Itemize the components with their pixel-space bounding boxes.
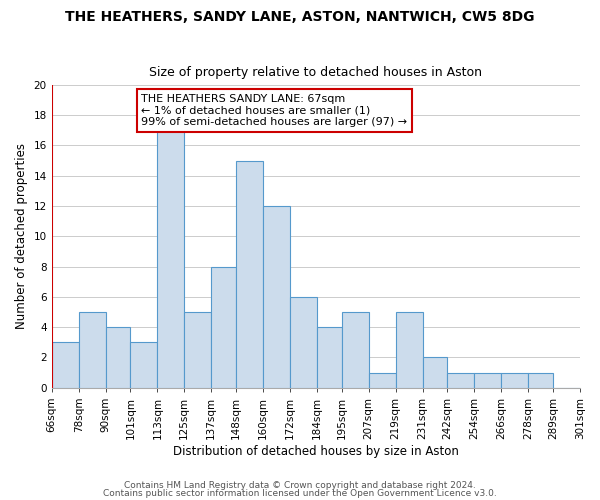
Bar: [130, 342, 157, 388]
X-axis label: Distribution of detached houses by size in Aston: Distribution of detached houses by size …: [173, 444, 459, 458]
Title: Size of property relative to detached houses in Aston: Size of property relative to detached ho…: [149, 66, 482, 80]
Bar: [290, 297, 317, 388]
Bar: [263, 206, 290, 388]
Bar: [368, 372, 395, 388]
Bar: [448, 372, 475, 388]
Bar: [106, 327, 130, 388]
Bar: [157, 130, 184, 388]
Bar: [184, 312, 211, 388]
Bar: [317, 327, 341, 388]
Bar: [79, 312, 106, 388]
Text: THE HEATHERS SANDY LANE: 67sqm
← 1% of detached houses are smaller (1)
99% of se: THE HEATHERS SANDY LANE: 67sqm ← 1% of d…: [142, 94, 407, 127]
Bar: [502, 372, 528, 388]
Bar: [422, 358, 448, 388]
Bar: [52, 342, 79, 388]
Bar: [211, 266, 236, 388]
Bar: [528, 372, 553, 388]
Y-axis label: Number of detached properties: Number of detached properties: [15, 144, 28, 330]
Bar: [395, 312, 422, 388]
Bar: [341, 312, 368, 388]
Text: Contains HM Land Registry data © Crown copyright and database right 2024.: Contains HM Land Registry data © Crown c…: [124, 481, 476, 490]
Text: Contains public sector information licensed under the Open Government Licence v3: Contains public sector information licen…: [103, 488, 497, 498]
Bar: [475, 372, 502, 388]
Text: THE HEATHERS, SANDY LANE, ASTON, NANTWICH, CW5 8DG: THE HEATHERS, SANDY LANE, ASTON, NANTWIC…: [65, 10, 535, 24]
Bar: [236, 160, 263, 388]
